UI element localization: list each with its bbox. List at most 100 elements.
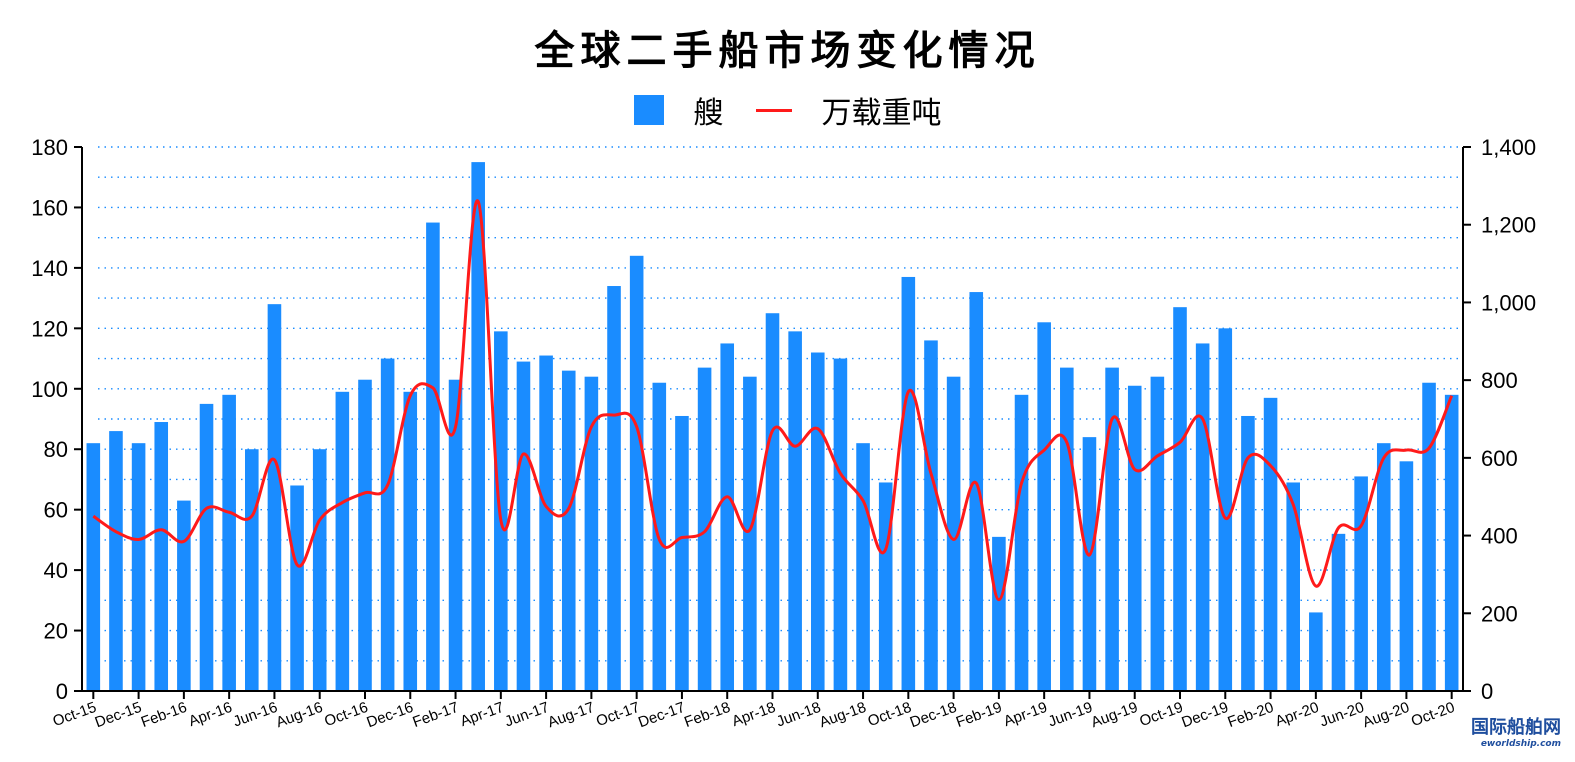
bar xyxy=(1444,394,1459,691)
bar xyxy=(177,500,191,691)
line-series-dwt xyxy=(92,199,1454,602)
legend-swatch-bar xyxy=(633,95,664,125)
bar xyxy=(720,343,735,691)
x-tick-label: Feb-20 xyxy=(1225,699,1275,731)
bar xyxy=(1241,415,1255,691)
x-tick-label: Oct-19 xyxy=(1137,699,1185,730)
bar xyxy=(924,340,938,691)
x-tick-label: Oct-18 xyxy=(866,699,914,730)
bar xyxy=(539,355,553,691)
bar xyxy=(697,367,712,691)
bar xyxy=(607,286,621,691)
x-tick-label: Jun-17 xyxy=(503,699,552,731)
legend-label-line: 万载重吨 xyxy=(821,96,942,131)
bar xyxy=(1082,437,1097,691)
bar xyxy=(1263,397,1278,691)
bar xyxy=(245,449,259,691)
bar xyxy=(788,331,802,691)
y-left-tick-label: 100 xyxy=(31,377,68,402)
x-tick-label: Aug-18 xyxy=(817,699,868,732)
x-tick-label: Feb-16 xyxy=(139,699,189,731)
bar xyxy=(765,313,780,691)
bar xyxy=(743,376,757,691)
bar xyxy=(86,443,101,691)
x-tick-label: Dec-18 xyxy=(908,699,959,732)
bar xyxy=(833,358,848,691)
x-tick-label: Feb-17 xyxy=(410,699,460,731)
legend-item-line: 万载重吨 xyxy=(755,88,942,132)
bar xyxy=(154,422,169,691)
y-left-tick-label: 140 xyxy=(31,256,68,281)
bar xyxy=(403,391,418,691)
bar xyxy=(131,443,146,691)
bar xyxy=(901,276,916,691)
watermark-sub: eworldship.com xyxy=(1480,739,1561,749)
bar xyxy=(675,415,689,691)
bar xyxy=(1014,394,1029,691)
bar xyxy=(380,358,395,691)
bar xyxy=(448,379,463,691)
x-tick-label: Feb-18 xyxy=(682,699,732,731)
y-left-tick-label: 80 xyxy=(44,437,68,462)
bar xyxy=(1376,443,1391,691)
x-tick-label: Aug-17 xyxy=(545,699,596,732)
x-tick-label: Apr-17 xyxy=(458,699,506,730)
bar xyxy=(1286,482,1300,691)
x-tick-label: Aug-20 xyxy=(1360,699,1411,732)
x-tick-label: Aug-16 xyxy=(274,699,325,732)
y-left-tick-label: 180 xyxy=(31,135,68,160)
y-right-tick-label: 1,000 xyxy=(1481,290,1536,315)
bar xyxy=(629,255,644,692)
y-left-tick-label: 40 xyxy=(44,558,68,583)
y-left-tick-label: 0 xyxy=(56,679,68,704)
bar xyxy=(969,292,984,691)
bar xyxy=(426,222,440,692)
bar xyxy=(1173,307,1187,691)
x-tick-label: Oct-17 xyxy=(594,699,642,730)
x-tick-label: Jun-20 xyxy=(1318,699,1367,731)
x-tick-label: Aug-19 xyxy=(1089,699,1140,732)
bar xyxy=(267,304,282,691)
bar xyxy=(1354,476,1368,691)
bar xyxy=(992,536,1006,691)
x-tick-label: Oct-20 xyxy=(1409,699,1457,730)
bar xyxy=(1195,343,1210,691)
bar xyxy=(312,449,327,691)
x-tick-label: Apr-18 xyxy=(730,699,778,730)
legend: 艘 万载重吨 xyxy=(0,88,1575,132)
watermark-main: 国际船舶网 xyxy=(1471,717,1561,738)
x-tick-label: Dec-16 xyxy=(364,699,415,732)
y-left-tick-label: 60 xyxy=(44,498,68,523)
bar xyxy=(1127,385,1142,691)
y-left-tick-label: 120 xyxy=(31,316,68,341)
y-left-tick-label: 20 xyxy=(44,619,68,644)
x-tick-label: Jun-19 xyxy=(1046,699,1095,731)
bar xyxy=(1218,328,1233,691)
bar xyxy=(561,370,576,691)
bar xyxy=(1037,322,1051,691)
bar xyxy=(1331,533,1346,691)
bar xyxy=(1399,461,1414,691)
x-tick-label: Jun-18 xyxy=(774,699,823,731)
bar xyxy=(222,394,236,691)
x-tick-label: Apr-20 xyxy=(1273,699,1321,730)
chart-title: 全球二手船市场变化情况 xyxy=(534,27,1041,74)
x-tick-label: Apr-19 xyxy=(1001,699,1049,730)
y-right-tick-label: 1,200 xyxy=(1481,213,1536,238)
bar xyxy=(1105,367,1119,691)
y-left-tick-label: 160 xyxy=(31,195,68,220)
bar xyxy=(471,162,485,692)
bar xyxy=(946,376,961,691)
bar xyxy=(1060,367,1074,691)
y-right-tick-label: 1,400 xyxy=(1481,135,1536,160)
bar xyxy=(516,361,531,691)
y-right-tick-label: 400 xyxy=(1481,524,1518,549)
x-tick-label: Jun-16 xyxy=(231,699,280,731)
x-tick-label: Oct-16 xyxy=(322,699,370,730)
y-right-tick-label: 200 xyxy=(1481,601,1518,626)
y-right-tick-label: 600 xyxy=(1481,446,1518,471)
bar xyxy=(358,379,372,691)
x-tick-label: Dec-17 xyxy=(636,699,687,732)
watermark-logo: 国际船舶网 eworldship.com xyxy=(1471,717,1561,752)
